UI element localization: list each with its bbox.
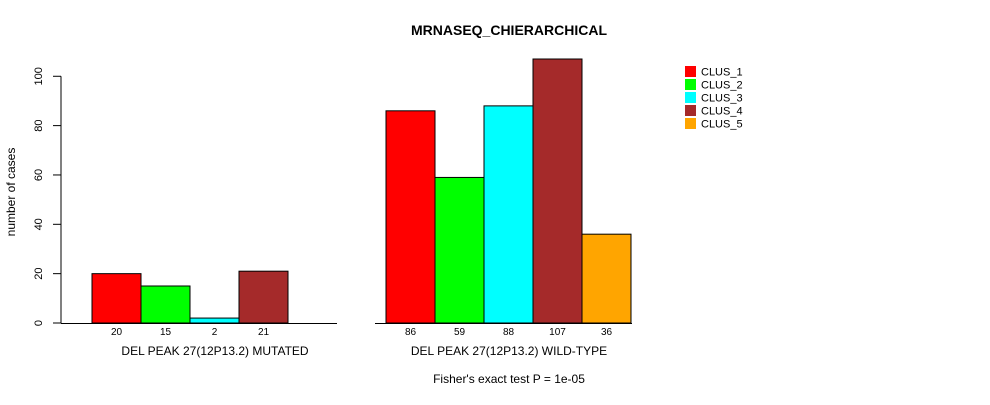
legend-item: CLUS_3 [685,92,743,105]
data-label: 2 [212,327,218,338]
bar-clus-2 [140,285,191,324]
legend-item: CLUS_4 [685,105,743,118]
bar-clus-4 [532,58,583,324]
y-axis-label: number of cases [4,148,18,237]
data-label: 88 [503,327,515,338]
legend-label: CLUS_1 [701,67,743,79]
legend-swatch [685,92,696,103]
y-tick-label: 20 [33,268,45,280]
legend-swatch [685,66,696,77]
legend-label: CLUS_3 [701,93,743,105]
data-label: 15 [160,327,172,338]
bar-clus-1 [91,273,142,324]
legend-swatch [685,118,696,129]
legend-label: CLUS_2 [701,80,743,92]
bar-clus-5 [581,233,632,324]
legend-label: CLUS_4 [701,106,743,118]
legend-item: CLUS_2 [685,79,743,92]
data-label: 59 [454,327,466,338]
data-label: 36 [601,327,613,338]
y-tick-label: 0 [33,320,45,326]
legend-swatch [685,79,696,90]
legend-swatch [685,105,696,116]
footnote: Fisher's exact test P = 1e-05 [433,372,585,386]
bars [91,58,632,324]
data-label: 107 [549,327,566,338]
y-axis: 0 20 40 60 80 100 [33,67,62,326]
legend-item: CLUS_5 [685,118,743,131]
y-tick-label: 60 [33,169,45,181]
bar-clus-2 [434,176,485,324]
y-tick-label: 100 [33,67,45,85]
group-labels: DEL PEAK 27(12P13.2) MUTATED DEL PEAK 27(… [121,344,607,358]
y-tick-label: 80 [33,119,45,131]
bar-clus-3 [189,317,240,324]
bar-labels: 20 15 2 21 86 59 88 107 36 [111,327,613,338]
data-label: 86 [405,327,417,338]
group-label: DEL PEAK 27(12P13.2) MUTATED [121,344,309,358]
legend-label: CLUS_5 [701,119,743,131]
legend-item: CLUS_1 [685,66,743,79]
bar-clus-1 [385,110,436,324]
data-label: 21 [258,327,270,338]
group-label: DEL PEAK 27(12P13.2) WILD-TYPE [411,344,607,358]
data-label: 20 [111,327,123,338]
chart-title: MRNASEQ_CHIERARCHICAL [411,22,607,38]
bar-clus-4 [238,270,289,324]
y-tick-label: 40 [33,218,45,230]
bar-clus-3 [483,105,534,324]
